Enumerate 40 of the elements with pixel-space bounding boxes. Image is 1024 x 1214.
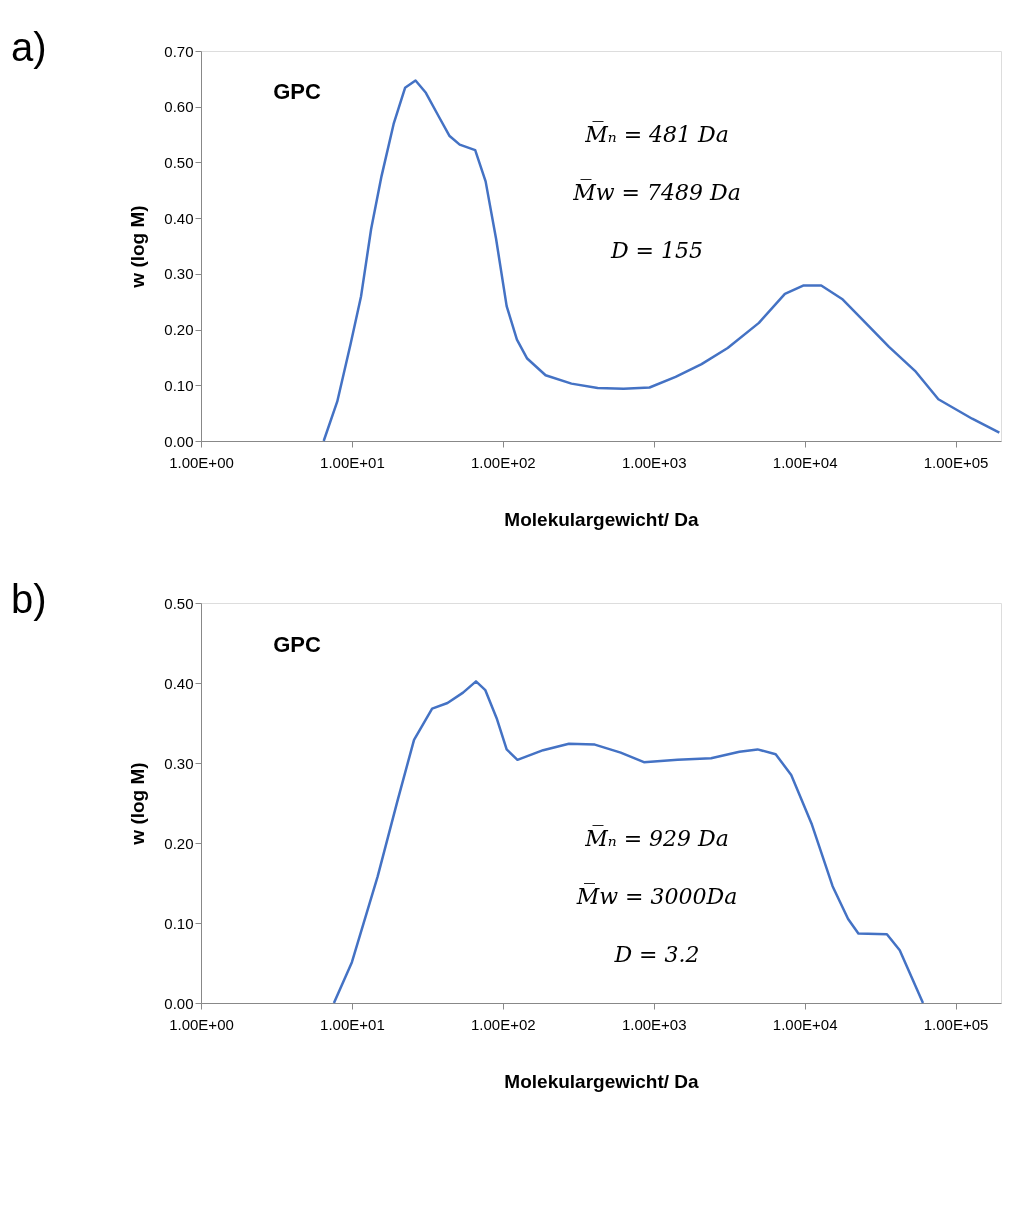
- x-axis-title: Molekulargewicht/ Da: [504, 508, 700, 530]
- annotation: M̅ₙ = 481 Da: [584, 120, 729, 147]
- x-tick-label: 1.00E+04: [772, 1015, 838, 1033]
- x-tick-label: 1.00E+00: [169, 453, 234, 471]
- annotation: D = 3.2: [613, 942, 700, 967]
- annotation: M̅ₙ = 929 Da: [584, 824, 729, 851]
- x-tick-label: 1.00E+04: [772, 453, 838, 471]
- y-tick-label: 0.30: [164, 754, 194, 772]
- text: a): [11, 25, 47, 69]
- x-tick-label: 1.00E+03: [621, 453, 687, 471]
- y-tick-label: 0.10: [164, 376, 194, 394]
- annotation: GPC: [273, 78, 321, 104]
- y-tick-label: 0.00: [164, 432, 194, 450]
- annotation: M̅w = 3000Da: [575, 882, 738, 909]
- x-tick-label: 1.00E+02: [471, 453, 536, 471]
- x-tick-label: 1.00E+01: [320, 453, 385, 471]
- x-tick-label: 1.00E+05: [923, 1015, 989, 1033]
- y-tick-label: 0.00: [164, 994, 194, 1012]
- y-axis-title: w (log M): [127, 762, 149, 846]
- y-axis-title: w (log M): [127, 205, 149, 289]
- annotation: M̅w = 7489 Da: [572, 178, 741, 205]
- text: b): [11, 577, 47, 621]
- y-tick-label: 0.50: [164, 594, 194, 612]
- y-tick-label: 0.40: [164, 209, 194, 227]
- y-tick-label: 0.20: [164, 321, 194, 339]
- y-tick-label: 0.40: [164, 674, 194, 692]
- y-tick-label: 0.70: [164, 42, 194, 60]
- x-tick-label: 1.00E+02: [471, 1015, 536, 1033]
- y-tick-label: 0.50: [164, 153, 194, 171]
- x-tick-label: 1.00E+01: [320, 1015, 385, 1033]
- y-tick-label: 0.10: [164, 914, 194, 932]
- y-tick-label: 0.20: [164, 834, 194, 852]
- y-tick-label: 0.30: [164, 265, 194, 283]
- y-tick-label: 0.60: [164, 98, 194, 116]
- annotation: D = 155: [609, 237, 704, 263]
- x-axis-title: Molekulargewicht/ Da: [504, 1070, 700, 1092]
- x-tick-label: 1.00E+03: [621, 1015, 687, 1033]
- x-tick-label: 1.00E+00: [169, 1015, 234, 1033]
- annotation: GPC: [273, 632, 321, 657]
- x-tick-label: 1.00E+05: [923, 453, 989, 471]
